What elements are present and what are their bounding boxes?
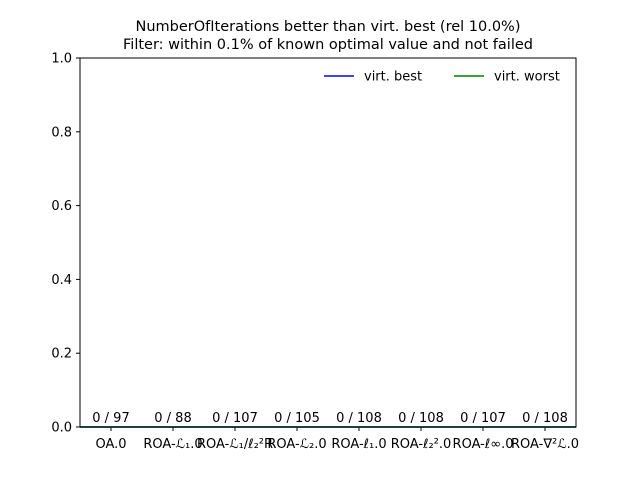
bar-labels: 0 / 97 0 / 88 0 / 107 0 / 105 0 / 108 0 / 108… (92, 411, 568, 426)
bar-label: 0 / 108 (522, 411, 568, 426)
x-tick-label: ROA-∇²ℒ.0 (511, 437, 579, 452)
x-tick-label: ROA-ℒ₂.0 (267, 437, 326, 452)
y-tick-label: 0.6 (51, 199, 72, 214)
bar-label: 0 / 108 (336, 411, 382, 426)
plot-area-frame (79, 57, 577, 428)
x-tick-label: ROA-ℒ₁.0 (143, 437, 202, 452)
x-tick-label: ROA-ℓ∞.0 (453, 437, 514, 452)
legend: virt. best virt. worst (324, 70, 560, 85)
bar-label: 0 / 88 (154, 411, 191, 426)
y-tick-label: 0.0 (51, 421, 72, 436)
x-tick-label: ROA-ℓ₁.0 (331, 437, 386, 452)
y-tick-label: 0.2 (51, 347, 72, 362)
x-tick-label: OA.0 (95, 437, 126, 452)
y-axis: 0.0 0.2 0.4 0.6 0.8 1.0 (51, 52, 80, 436)
chart-subtitle: Filter: within 0.1% of known optimal val… (123, 37, 533, 53)
legend-label: virt. best (364, 70, 422, 85)
y-tick-label: 0.8 (51, 125, 72, 140)
bar-label: 0 / 108 (398, 411, 444, 426)
bar-label: 0 / 107 (460, 411, 506, 426)
chart-title: NumberOfIterations better than virt. bes… (135, 19, 520, 35)
bar-label: 0 / 97 (92, 411, 129, 426)
legend-label: virt. worst (494, 70, 560, 85)
x-tick-label: ROA-ℒ₁/ℓ₂²R (197, 437, 273, 452)
y-tick-label: 0.4 (51, 273, 72, 288)
x-tick-label: ROA-ℓ₂².0 (391, 437, 452, 452)
y-tick-label: 1.0 (51, 52, 72, 67)
bar-label: 0 / 107 (212, 411, 258, 426)
bar-label: 0 / 105 (274, 411, 320, 426)
